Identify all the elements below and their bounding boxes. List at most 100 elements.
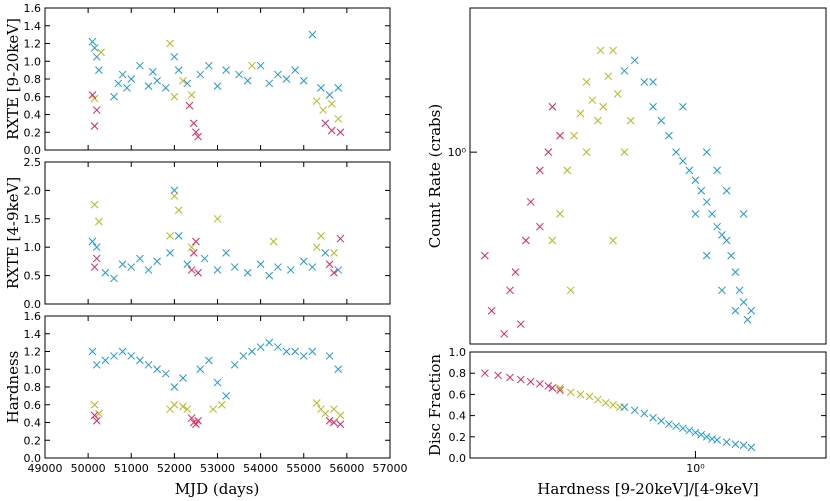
data-point-blue [110, 92, 118, 101]
data-point-red [336, 128, 345, 137]
data-point-red [327, 126, 336, 135]
data-point-olive [179, 402, 187, 411]
data-point-red [336, 234, 345, 243]
ytick-label: 0.0 [24, 452, 42, 465]
ytick-label: 0.0 [449, 452, 467, 465]
data-point-blue [649, 78, 657, 86]
data-point-blue [325, 352, 334, 360]
data-point-blue [649, 102, 657, 111]
data-point-red [321, 119, 330, 128]
data-point-olive [582, 148, 591, 156]
data-point-blue [665, 420, 673, 428]
data-point-blue [630, 56, 639, 65]
data-point-olive [609, 236, 617, 245]
data-point-blue [136, 254, 144, 263]
data-point-blue [679, 102, 687, 111]
data-point-red [90, 122, 99, 130]
data-point-olive [166, 39, 174, 48]
data-point-red [535, 379, 544, 388]
data-point-blue [136, 61, 144, 70]
data-point-blue [95, 66, 103, 74]
marks-layer [88, 30, 756, 452]
data-point-red [187, 266, 196, 274]
data-point-blue [101, 268, 110, 277]
data-point-blue [708, 210, 716, 218]
data-point-blue [127, 263, 136, 271]
data-point-blue [144, 82, 153, 90]
data-point-olive [594, 116, 602, 125]
data-point-red [90, 411, 99, 420]
data-point-blue [299, 352, 308, 360]
panel-disc-fraction-frame [469, 351, 827, 459]
ytick-label: 0.2 [24, 126, 42, 139]
tick-layer: 0.00.20.40.60.81.01.21.41.60.00.51.01.52… [24, 2, 826, 475]
data-point-blue [213, 266, 222, 274]
data-point-blue [88, 347, 97, 356]
data-point-blue [679, 157, 687, 165]
data-point-blue [731, 306, 740, 315]
data-point-blue [118, 347, 127, 356]
data-point-blue [739, 441, 748, 450]
data-point-blue [640, 78, 649, 86]
xtick-label: 53000 [200, 462, 235, 475]
xtick-label: 57000 [373, 462, 408, 475]
data-point-blue [92, 243, 101, 252]
data-point-red [325, 416, 334, 425]
ytick-label: 1.6 [24, 2, 42, 15]
data-point-blue [731, 268, 740, 276]
data-point-olive [566, 388, 575, 397]
data-point-blue [170, 383, 179, 391]
ytick-label: 1.4 [24, 328, 42, 341]
data-point-olive [213, 214, 222, 223]
data-point-blue [620, 66, 629, 75]
data-point-red [187, 414, 196, 422]
data-point-red [92, 416, 101, 425]
data-point-olive [312, 97, 321, 106]
ylabel-rxte-soft: RXTE [4-9keV] [4, 177, 22, 289]
ytick-label: 1.6 [24, 310, 42, 323]
data-point-blue [222, 249, 230, 257]
data-point-blue [213, 82, 222, 90]
panel-rxte-soft-frame [44, 161, 391, 305]
ytick-label: 0.5 [24, 270, 42, 283]
data-point-blue [274, 70, 282, 79]
data-point-olive [556, 384, 564, 392]
data-point-blue [282, 75, 291, 83]
data-point-olive [209, 405, 218, 414]
data-point-red [511, 268, 520, 276]
data-point-red [535, 222, 544, 231]
xtick-label: 10⁰ [686, 462, 705, 475]
data-point-blue [308, 347, 317, 356]
data-point-red [487, 306, 496, 315]
data-point-red [500, 329, 509, 338]
data-point-blue [672, 422, 680, 431]
data-point-olive [319, 106, 328, 114]
ytick-label: 0.6 [24, 91, 42, 104]
data-point-blue [90, 44, 99, 52]
data-point-blue [256, 61, 265, 70]
data-point-blue [308, 263, 317, 271]
data-point-blue [718, 231, 726, 239]
data-point-blue [731, 440, 740, 449]
data-point-blue [166, 249, 174, 257]
data-point-blue [325, 91, 334, 99]
data-point-red [325, 260, 334, 269]
data-point-olive [269, 237, 278, 246]
data-point-blue [317, 84, 325, 92]
data-point-olive [601, 399, 610, 407]
data-point-blue [722, 438, 731, 446]
data-point-blue [118, 70, 127, 79]
data-point-blue [649, 413, 657, 422]
ytick-label: 1.0 [24, 241, 42, 254]
data-point-olive [585, 392, 594, 401]
data-point-red [192, 237, 200, 246]
xlabel-mjd: MJD (days) [175, 480, 260, 498]
data-point-blue [144, 360, 153, 369]
data-point-red [544, 148, 553, 156]
data-point-blue [265, 271, 274, 280]
data-point-blue [248, 347, 256, 356]
data-point-olive [599, 102, 608, 111]
data-point-olive [613, 90, 622, 98]
ytick-label: 1.2 [24, 38, 42, 51]
data-point-blue [274, 263, 282, 271]
